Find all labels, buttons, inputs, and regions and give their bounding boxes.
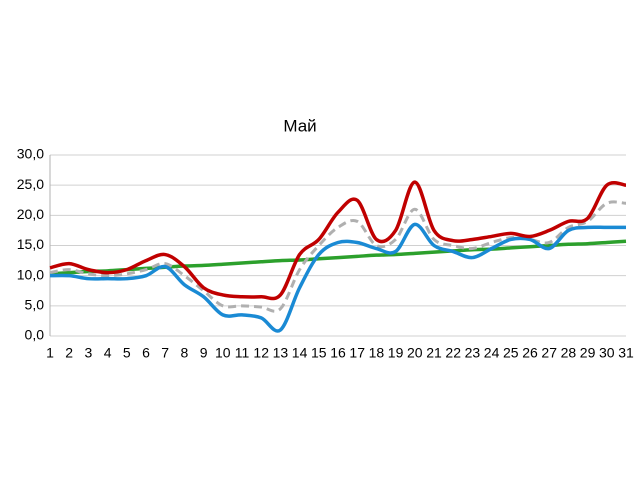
x-tick-label: 2 xyxy=(65,345,73,361)
x-tick-label: 1 xyxy=(46,345,54,361)
x-tick-label: 23 xyxy=(465,345,481,361)
x-tick-label: 29 xyxy=(580,345,596,361)
y-tick-label: 10,0 xyxy=(17,266,44,282)
x-tick-label: 17 xyxy=(349,345,365,361)
y-tick-label: 25,0 xyxy=(17,176,44,192)
x-tick-label: 30 xyxy=(599,345,615,361)
x-tick-label: 8 xyxy=(181,345,189,361)
x-tick-label: 15 xyxy=(311,345,327,361)
x-tick-label: 20 xyxy=(407,345,423,361)
x-tick-label: 22 xyxy=(445,345,461,361)
x-tick-label: 10 xyxy=(215,345,231,361)
x-tick-label: 4 xyxy=(104,345,112,361)
x-tick-label: 31 xyxy=(618,345,634,361)
x-tick-label: 3 xyxy=(85,345,93,361)
y-tick-label: 5,0 xyxy=(25,297,45,313)
x-tick-label: 6 xyxy=(142,345,150,361)
series-line xyxy=(49,222,626,333)
chart-title: Май xyxy=(283,116,316,135)
y-tick-label: 15,0 xyxy=(17,236,44,252)
x-tick-label: 28 xyxy=(561,345,577,361)
x-tick-label: 18 xyxy=(369,345,385,361)
x-tick-label: 13 xyxy=(273,345,289,361)
x-tick-label: 14 xyxy=(292,345,308,361)
y-tick-label: 20,0 xyxy=(17,206,44,222)
x-tick-label: 16 xyxy=(330,345,346,361)
x-tick-label: 19 xyxy=(388,345,404,361)
y-tick-label: 0,0 xyxy=(25,327,45,343)
series-line xyxy=(49,200,627,313)
x-tick-label: 5 xyxy=(123,345,131,361)
x-tick-label: 25 xyxy=(503,345,519,361)
x-tick-label: 27 xyxy=(541,345,557,361)
x-tick-label: 11 xyxy=(235,345,250,361)
series-line xyxy=(49,180,627,301)
x-tick-label: 24 xyxy=(484,345,500,361)
x-tick-label: 26 xyxy=(522,345,538,361)
x-tick-label: 21 xyxy=(426,345,442,361)
x-tick-label: 7 xyxy=(161,345,169,361)
x-tick-label: 9 xyxy=(200,345,208,361)
x-tick-label: 12 xyxy=(253,345,269,361)
y-tick-label: 30,0 xyxy=(17,146,44,162)
